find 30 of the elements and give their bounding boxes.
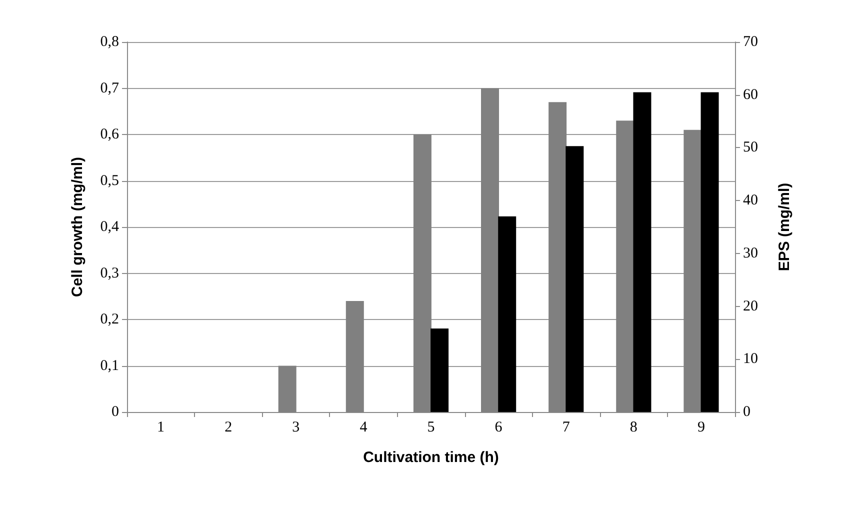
x-tick-label: 1 bbox=[157, 420, 165, 436]
y-tick-label: 0,6 bbox=[100, 126, 120, 142]
y-axis-title: Cell growth (mg/ml) bbox=[69, 157, 86, 297]
y-tick-label: 0,4 bbox=[100, 219, 120, 235]
x-axis-title: Cultivation time (h) bbox=[363, 449, 499, 466]
y2-tick-label: 0 bbox=[743, 404, 750, 420]
y2-tick-label: 60 bbox=[743, 86, 758, 103]
x-tick-label: 7 bbox=[562, 420, 570, 436]
y2-tick-label: 70 bbox=[743, 34, 758, 50]
x-tick-label: 8 bbox=[630, 420, 638, 436]
x-tick-label: 5 bbox=[427, 420, 435, 436]
y2-tick-label: 30 bbox=[743, 245, 758, 262]
y-tick-label: 0,1 bbox=[100, 358, 119, 374]
x-tick-label: 6 bbox=[494, 420, 503, 436]
y2-tick-label: 20 bbox=[743, 298, 758, 314]
y-tick-label: 0,5 bbox=[100, 172, 119, 189]
x-tick-label: 2 bbox=[224, 420, 232, 436]
y2-tick-label: 50 bbox=[743, 140, 758, 156]
x-tick-label: 9 bbox=[697, 420, 705, 436]
x-tick-label: 3 bbox=[292, 420, 300, 436]
y-tick-label: 0,2 bbox=[100, 312, 119, 328]
y-tick-label: 0 bbox=[112, 404, 119, 420]
y2-tick-label: 40 bbox=[743, 192, 758, 209]
y-tick-label: 0,7 bbox=[100, 80, 120, 96]
y-tick-label: 0,8 bbox=[100, 34, 119, 50]
y2-tick-label: 10 bbox=[743, 351, 758, 368]
bar bbox=[430, 328, 449, 412]
x-tick-label: 4 bbox=[360, 420, 368, 436]
y2-axis-title: EPS (mg/ml) bbox=[776, 182, 793, 272]
y-tick-label: 0,3 bbox=[100, 265, 119, 282]
